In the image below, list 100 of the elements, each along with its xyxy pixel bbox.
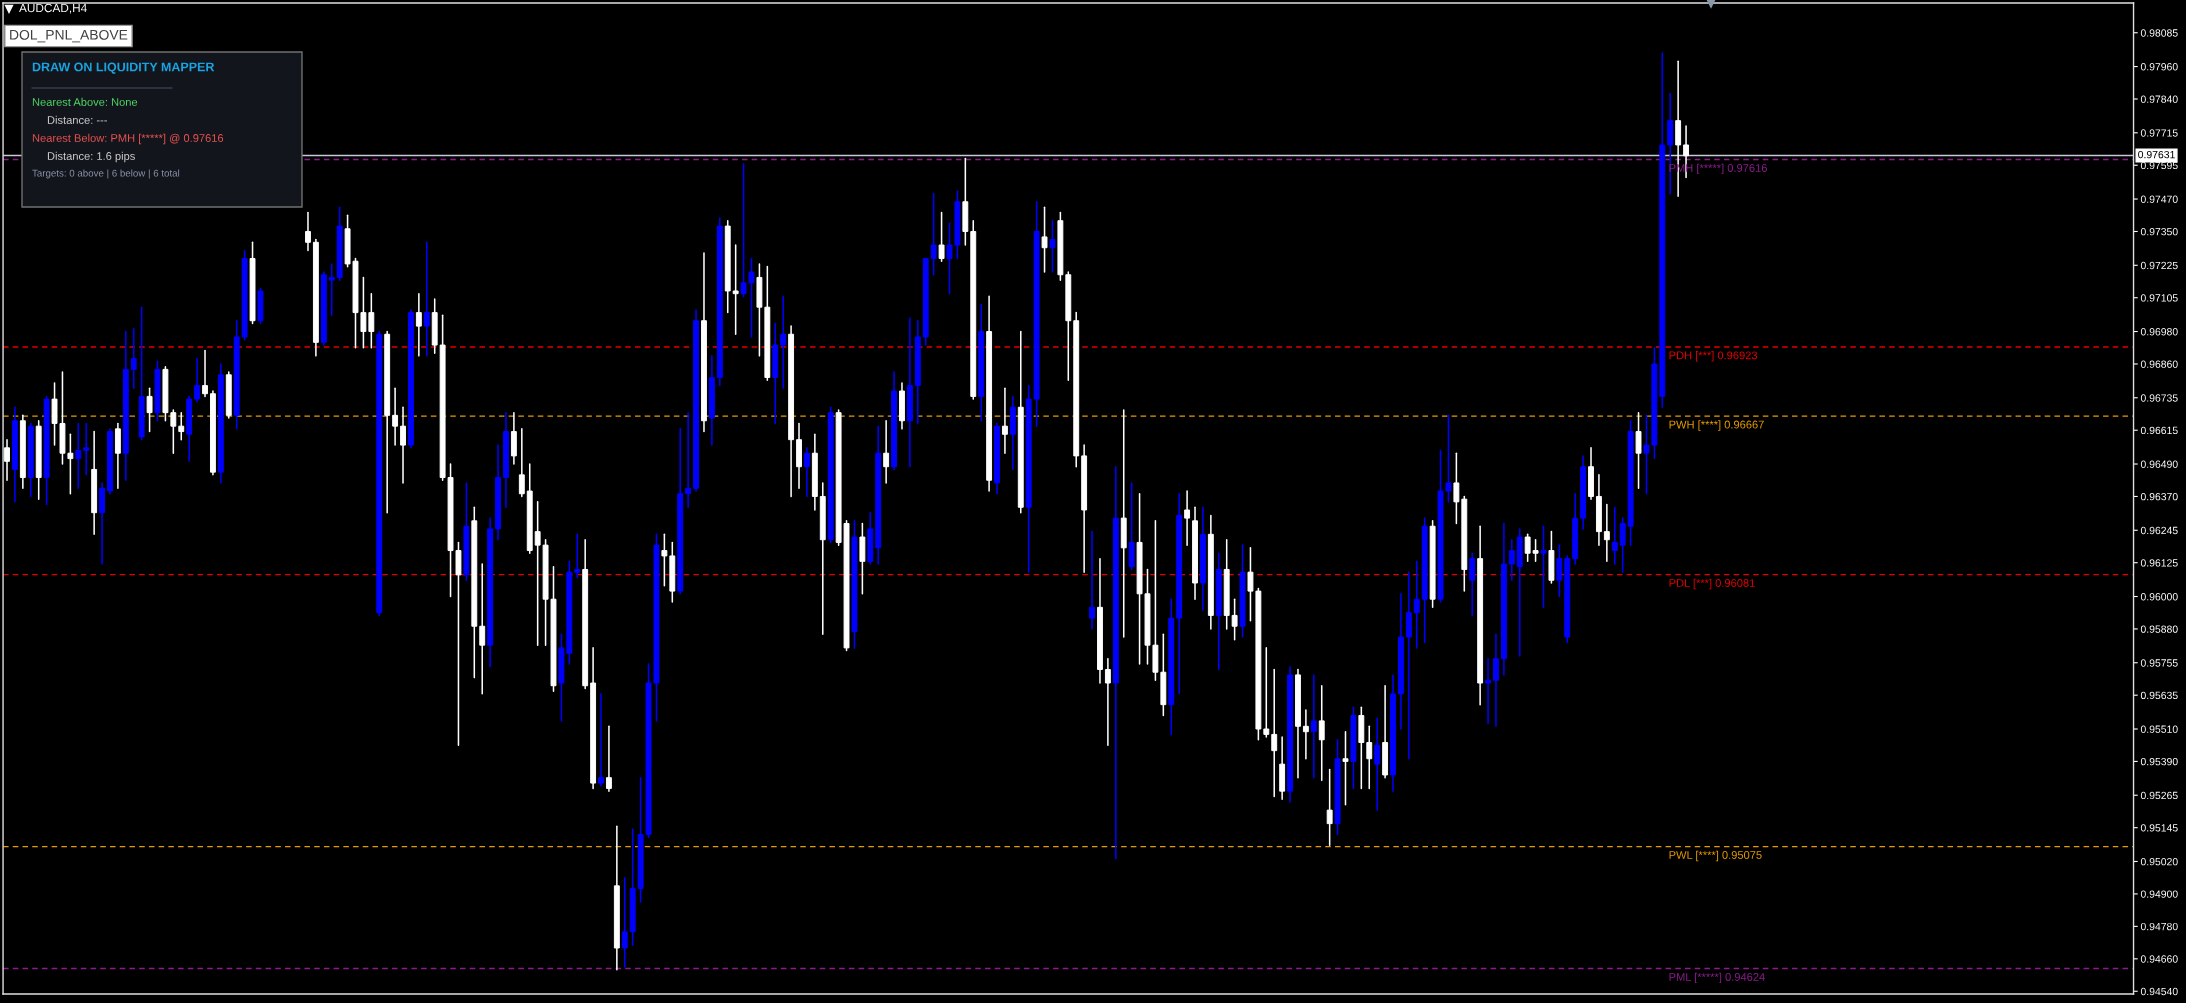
ref-line-label: PWL [****] 0.95075	[1669, 850, 1762, 862]
candlestick	[4, 438, 10, 482]
y-tick-label: 0.98085	[2140, 29, 2178, 37]
y-tick-label: 0.97105	[2140, 294, 2178, 302]
candlestick	[605, 725, 612, 792]
candlestick	[1041, 206, 1048, 273]
candlestick	[1001, 387, 1008, 454]
annotation: Nearest Below: PMH [*****] @ 0.97616	[32, 133, 224, 145]
candlestick	[661, 533, 668, 587]
candlestick	[1049, 219, 1056, 273]
ref-line-label: PWH [****] 0.96667	[1669, 420, 1764, 431]
y-tick-label: 0.97595	[2140, 161, 2178, 170]
y-tick-label: 0.94660	[2140, 955, 2178, 963]
candlestick	[1302, 709, 1309, 760]
candlestick	[574, 533, 581, 579]
annotation: Nearest Above: None	[32, 97, 138, 106]
candlestick	[1310, 674, 1317, 779]
candlestick	[1485, 657, 1491, 725]
y-tick-label: 0.96735	[2140, 394, 2178, 402]
y-tick-label: 0.97225	[2140, 261, 2178, 270]
candlestick	[423, 241, 430, 357]
candlestick	[1263, 647, 1270, 738]
candlestick	[130, 328, 137, 390]
candlestick	[400, 406, 406, 484]
candlestick	[1493, 633, 1499, 728]
annotation: DRAW ON LIQUIDITY MAPPER	[32, 62, 215, 74]
y-tick-label: 0.95020	[2140, 857, 2178, 866]
candlestick	[1326, 768, 1333, 847]
y-tick-label: 0.96615	[2140, 426, 2178, 435]
candlestick	[621, 876, 628, 968]
candlestick	[1611, 506, 1618, 565]
y-tick-label: 0.94780	[2140, 922, 2178, 931]
candlestick	[1453, 452, 1460, 525]
candlestick	[598, 693, 604, 787]
candlestick	[1556, 544, 1563, 598]
candlestick	[1603, 503, 1610, 563]
candlestick	[392, 387, 399, 446]
y-tick-label: 0.95145	[2140, 824, 2178, 832]
y-tick-label: 0.97715	[2140, 129, 2178, 137]
y-tick-label: 0.95265	[2140, 791, 2178, 800]
ref-line-label: 0.97631	[2138, 150, 2175, 159]
candlestick	[146, 387, 153, 433]
y-tick-label: 0.96000	[2140, 593, 2178, 601]
y-tick-label: 0.94540	[2140, 987, 2178, 996]
annotation: Targets: 0 above | 6 below | 6 total	[32, 169, 180, 179]
candlestick	[1413, 560, 1420, 649]
candlestick	[178, 411, 185, 441]
candlestick	[202, 349, 208, 398]
candlestick	[938, 211, 945, 262]
candlestick	[305, 211, 311, 252]
y-tick-label: 0.96980	[2140, 328, 2178, 336]
candlestick	[415, 292, 422, 357]
y-tick-label: 0.95880	[2140, 625, 2178, 633]
annotation: Distance: ---	[47, 115, 108, 124]
ref-line-label: PML [*****] 0.94624	[1669, 972, 1765, 984]
annotation: DOL_PNL_ABOVE	[10, 29, 128, 43]
candlestick	[1184, 490, 1191, 546]
y-tick-label: 0.97840	[2140, 95, 2178, 103]
candlestick	[1271, 668, 1278, 798]
chart-title: AUDCAD,H4	[19, 3, 87, 14]
candlestick	[1619, 517, 1626, 573]
candlestick	[1508, 538, 1515, 582]
y-tick-label: 0.95635	[2140, 691, 2178, 700]
candlestick	[1374, 717, 1381, 811]
candlestick	[194, 357, 201, 403]
candlestick	[1342, 730, 1349, 806]
y-tick-label: 0.97350	[2140, 227, 2178, 236]
candlestick	[1366, 725, 1373, 790]
candlestick	[1318, 684, 1325, 782]
candlestick	[518, 428, 525, 498]
y-tick-label: 0.95755	[2140, 659, 2178, 667]
candlestick	[83, 422, 90, 476]
candlestick	[328, 263, 335, 317]
candlestick	[883, 419, 890, 484]
y-tick-label: 0.96490	[2140, 460, 2178, 468]
y-tick-label: 0.96125	[2140, 559, 2178, 567]
y-tick-label: 0.96245	[2140, 526, 2178, 535]
y-tick-label: 0.97960	[2140, 63, 2178, 71]
candlestick	[1469, 552, 1476, 617]
y-tick-label: 0.96860	[2140, 360, 2178, 368]
candlestick	[1540, 525, 1547, 609]
ref-line-label: PDH [***] 0.96923	[1669, 351, 1758, 362]
y-tick-label: 0.96370	[2140, 492, 2178, 501]
candlestick	[1635, 411, 1642, 490]
ref-line-label: PDL [***] 0.96081	[1669, 578, 1755, 590]
candlestick	[685, 411, 692, 509]
y-tick-label: 0.94900	[2140, 890, 2178, 898]
candlestick	[732, 244, 739, 335]
candlestick	[930, 192, 937, 276]
candlestick	[1231, 598, 1238, 641]
candlestick	[1089, 530, 1095, 630]
candlestick	[1104, 657, 1111, 746]
candlestick	[803, 447, 810, 498]
annotation: Distance: 1.6 pips	[47, 151, 135, 163]
y-tick-label: 0.95510	[2140, 725, 2178, 733]
candlestick	[780, 295, 787, 390]
y-tick-label: 0.95390	[2140, 757, 2178, 766]
candlestick	[479, 563, 486, 695]
candlestick	[75, 422, 82, 490]
y-tick-label: 0.97470	[2140, 195, 2178, 203]
